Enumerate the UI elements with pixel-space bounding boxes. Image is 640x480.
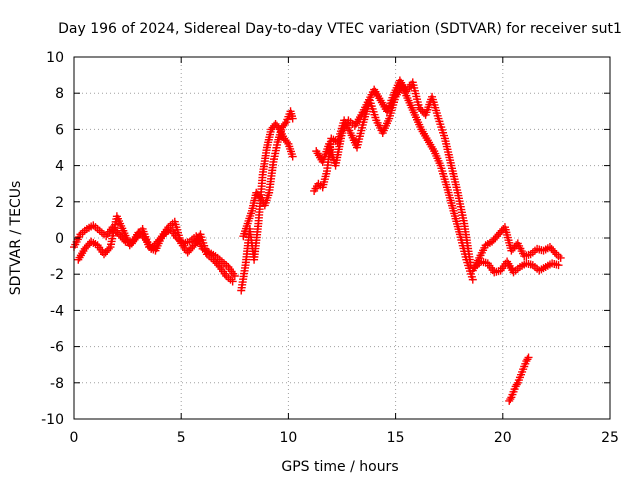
- y-tick-label: -6: [50, 340, 64, 356]
- y-tick-label: -10: [41, 412, 64, 428]
- data-point: [288, 114, 297, 123]
- data-point: [230, 272, 239, 281]
- data-point: [524, 353, 533, 362]
- data-point-fill: [280, 119, 289, 128]
- data-point-fill: [506, 395, 515, 404]
- y-tick-label: 2: [55, 195, 64, 211]
- data-point: [468, 275, 477, 284]
- series-track-g: [468, 223, 565, 275]
- series-track-c: [237, 119, 297, 295]
- data-point: [556, 253, 565, 262]
- x-axis-label: GPS time / hours: [281, 459, 398, 475]
- series-track-e: [310, 81, 477, 284]
- data-point-fill: [104, 244, 113, 253]
- y-tick-label: 10: [46, 50, 64, 66]
- data-point: [554, 261, 563, 270]
- data-point-fill: [523, 355, 532, 364]
- y-tick-label: 0: [55, 231, 64, 247]
- data-point-fill: [214, 261, 223, 270]
- chart-title: Day 196 of 2024, Sidereal Day-to-day VTE…: [58, 21, 622, 37]
- data-point: [228, 277, 237, 286]
- x-tick-label: 0: [70, 430, 79, 446]
- series-track-i: [505, 353, 533, 405]
- data-point-fill: [282, 138, 291, 147]
- data-point-fill: [130, 235, 139, 244]
- y-tick-label: 4: [55, 159, 64, 175]
- axis-ticks: 0 5 10 15 20 25 -10 -8 -6 -4 -2 0 2 4 6 8 10: [41, 50, 619, 446]
- scatter-marks: [70, 76, 565, 405]
- data-point-fill: [550, 248, 559, 257]
- y-tick-label: -4: [50, 303, 64, 319]
- series-track-h: [470, 257, 563, 277]
- x-tick-label: 15: [387, 430, 405, 446]
- grid: [74, 57, 610, 419]
- y-tick-label: -8: [50, 376, 64, 392]
- data-point-fill: [512, 380, 521, 389]
- series-track-b: [74, 212, 237, 286]
- y-tick-label: 6: [55, 122, 64, 138]
- x-tick-label: 25: [601, 430, 619, 446]
- data-point: [288, 152, 297, 161]
- series-track-d: [239, 107, 297, 241]
- y-tick-label: -2: [50, 267, 64, 283]
- series-track-f: [312, 76, 475, 270]
- y-axis-label: SDTVAR / TECUs: [8, 181, 24, 296]
- x-tick-label: 10: [279, 430, 297, 446]
- x-tick-label: 20: [494, 430, 512, 446]
- x-tick-label: 5: [177, 430, 186, 446]
- data-point-fill: [255, 192, 264, 201]
- y-tick-label: 8: [55, 86, 64, 102]
